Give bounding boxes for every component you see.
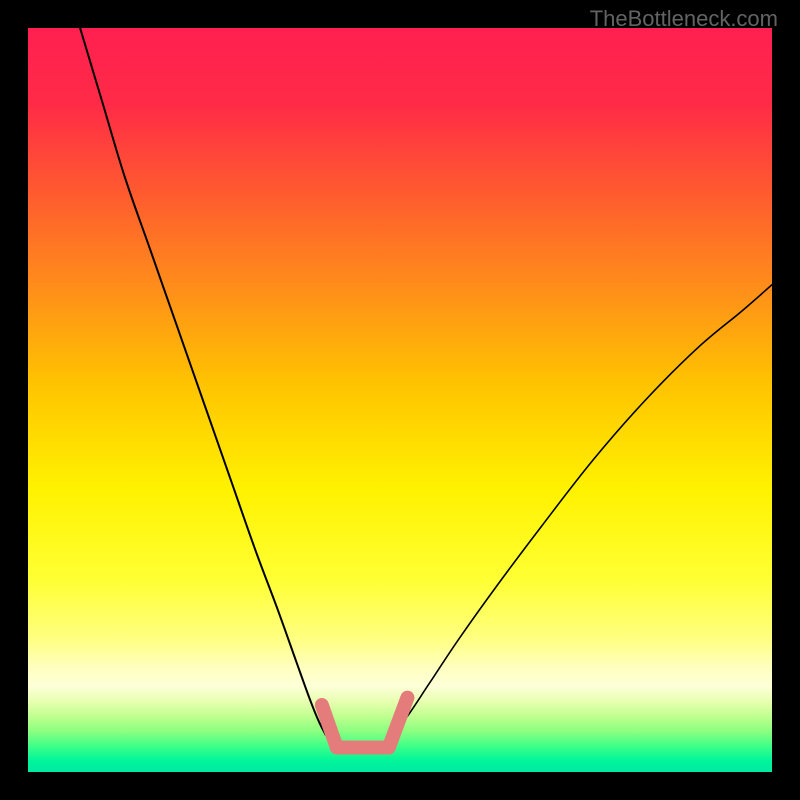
gradient-background <box>28 28 772 772</box>
plot-area <box>28 28 772 772</box>
chart-svg <box>28 28 772 772</box>
watermark-text: TheBottleneck.com <box>590 6 778 32</box>
